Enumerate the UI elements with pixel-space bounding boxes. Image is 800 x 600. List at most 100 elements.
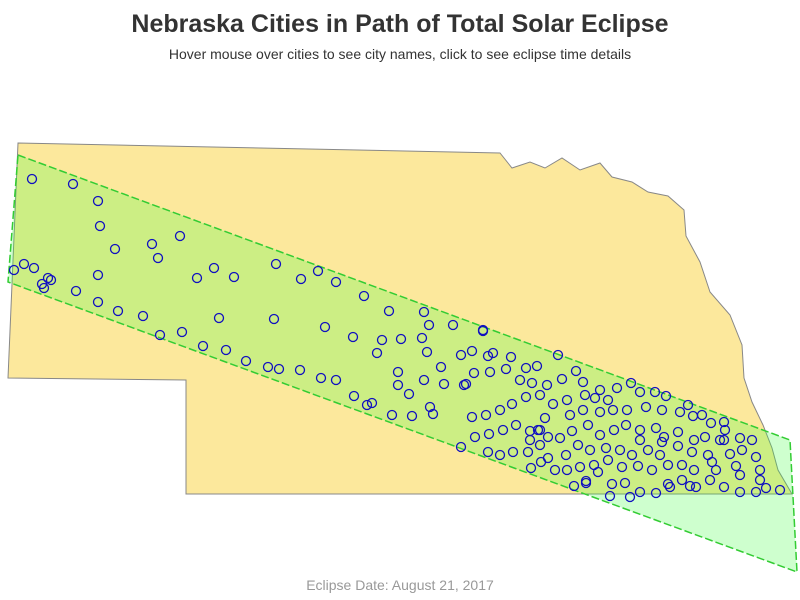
- city-marker[interactable]: [197, 340, 209, 352]
- city-marker[interactable]: [497, 424, 509, 436]
- city-marker[interactable]: [754, 464, 766, 476]
- city-marker[interactable]: [383, 305, 395, 317]
- city-marker[interactable]: [469, 431, 481, 443]
- city-marker[interactable]: [688, 464, 700, 476]
- city-marker[interactable]: [561, 394, 573, 406]
- city-marker[interactable]: [220, 344, 232, 356]
- city-marker[interactable]: [656, 436, 668, 448]
- city-marker[interactable]: [718, 481, 730, 493]
- city-marker[interactable]: [687, 410, 699, 422]
- city-marker[interactable]: [92, 269, 104, 281]
- city-marker[interactable]: [634, 424, 646, 436]
- city-marker[interactable]: [534, 424, 546, 436]
- city-marker[interactable]: [580, 477, 592, 489]
- city-marker[interactable]: [750, 451, 762, 463]
- city-marker[interactable]: [152, 252, 164, 264]
- city-marker[interactable]: [38, 282, 50, 294]
- city-marker[interactable]: [176, 326, 188, 338]
- city-marker[interactable]: [458, 379, 470, 391]
- city-marker[interactable]: [616, 461, 628, 473]
- city-marker[interactable]: [240, 355, 252, 367]
- city-marker[interactable]: [330, 276, 342, 288]
- city-marker[interactable]: [760, 482, 772, 494]
- city-marker[interactable]: [584, 444, 596, 456]
- city-marker[interactable]: [416, 332, 428, 344]
- city-marker[interactable]: [228, 271, 240, 283]
- city-marker[interactable]: [718, 434, 730, 446]
- city-marker[interactable]: [146, 238, 158, 250]
- city-marker[interactable]: [392, 379, 404, 391]
- city-marker[interactable]: [295, 273, 307, 285]
- city-marker[interactable]: [330, 374, 342, 386]
- city-marker[interactable]: [710, 464, 722, 476]
- city-marker[interactable]: [621, 404, 633, 416]
- city-marker[interactable]: [92, 195, 104, 207]
- city-marker[interactable]: [94, 220, 106, 232]
- city-marker[interactable]: [174, 230, 186, 242]
- city-marker[interactable]: [477, 324, 489, 336]
- city-marker[interactable]: [348, 390, 360, 402]
- city-marker[interactable]: [494, 404, 506, 416]
- city-marker[interactable]: [406, 410, 418, 422]
- city-marker[interactable]: [423, 319, 435, 331]
- city-marker[interactable]: [500, 363, 512, 375]
- city-marker[interactable]: [602, 454, 614, 466]
- city-marker[interactable]: [482, 350, 494, 362]
- city-marker[interactable]: [730, 460, 742, 472]
- city-marker[interactable]: [531, 360, 543, 372]
- city-marker[interactable]: [579, 389, 591, 401]
- city-marker[interactable]: [268, 313, 280, 325]
- city-marker[interactable]: [520, 362, 532, 374]
- city-marker[interactable]: [684, 480, 696, 492]
- city-marker[interactable]: [664, 481, 676, 493]
- city-marker[interactable]: [582, 419, 594, 431]
- city-marker[interactable]: [480, 409, 492, 421]
- city-marker[interactable]: [552, 349, 564, 361]
- city-marker[interactable]: [484, 366, 496, 378]
- city-marker[interactable]: [315, 372, 327, 384]
- city-marker[interactable]: [522, 446, 534, 458]
- city-marker[interactable]: [542, 431, 554, 443]
- city-marker[interactable]: [607, 404, 619, 416]
- city-marker[interactable]: [734, 432, 746, 444]
- city-marker[interactable]: [572, 439, 584, 451]
- city-marker[interactable]: [654, 449, 666, 461]
- city-marker[interactable]: [154, 329, 166, 341]
- city-marker[interactable]: [690, 481, 702, 493]
- city-marker[interactable]: [549, 464, 561, 476]
- city-marker[interactable]: [67, 178, 79, 190]
- city-marker[interactable]: [427, 408, 439, 420]
- city-marker[interactable]: [361, 399, 373, 411]
- city-marker[interactable]: [620, 419, 632, 431]
- city-marker[interactable]: [634, 434, 646, 446]
- city-marker[interactable]: [447, 319, 459, 331]
- city-marker[interactable]: [18, 258, 30, 270]
- city-marker[interactable]: [750, 486, 762, 498]
- city-marker[interactable]: [70, 285, 82, 297]
- city-marker[interactable]: [646, 464, 658, 476]
- city-marker[interactable]: [672, 426, 684, 438]
- city-marker[interactable]: [560, 449, 572, 461]
- city-marker[interactable]: [507, 446, 519, 458]
- city-marker[interactable]: [734, 486, 746, 498]
- city-marker[interactable]: [734, 469, 746, 481]
- city-marker[interactable]: [706, 456, 718, 468]
- city-marker[interactable]: [658, 431, 670, 443]
- city-marker[interactable]: [366, 397, 378, 409]
- city-marker[interactable]: [525, 462, 537, 474]
- city-marker[interactable]: [213, 312, 225, 324]
- city-marker[interactable]: [319, 321, 331, 333]
- city-marker[interactable]: [619, 477, 631, 489]
- city-marker[interactable]: [45, 274, 57, 286]
- city-marker[interactable]: [676, 459, 688, 471]
- city-marker[interactable]: [686, 446, 698, 458]
- city-marker[interactable]: [556, 373, 568, 385]
- city-marker[interactable]: [564, 409, 576, 421]
- city-marker[interactable]: [624, 491, 636, 503]
- city-marker[interactable]: [600, 442, 612, 454]
- city-marker[interactable]: [662, 478, 674, 490]
- city-marker[interactable]: [650, 422, 662, 434]
- city-marker[interactable]: [642, 444, 654, 456]
- city-marker[interactable]: [626, 449, 638, 461]
- city-marker[interactable]: [570, 365, 582, 377]
